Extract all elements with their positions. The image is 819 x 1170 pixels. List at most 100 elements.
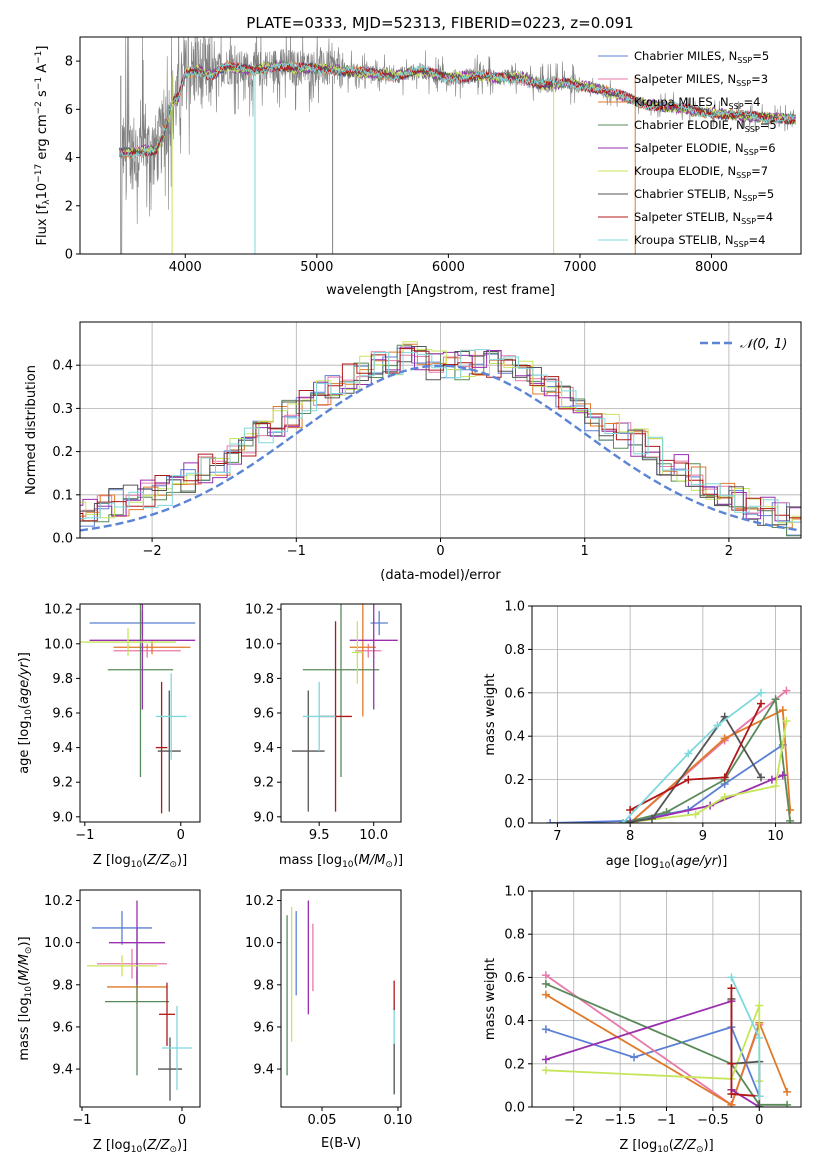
age_vs_mass-ytick-label: 10.2 — [245, 603, 274, 618]
figure-title: PLATE=0333, MJD=52313, FIBERID=0223, z=0… — [246, 14, 633, 32]
marker-kroupa_stelib — [713, 721, 722, 730]
mass_vs_Z-ytick-label: 10.2 — [44, 894, 73, 909]
massweight_vs_age-xtick-label: 7 — [553, 829, 561, 844]
age_vs_mass-ytick-label: 10.0 — [245, 637, 274, 652]
mass_vs_Z-ytick-label: 9.8 — [52, 978, 73, 993]
marker-salpeter_stelib — [626, 805, 635, 814]
series-line-salpeter_stelib — [730, 988, 760, 1098]
age_vs_Z-axes-frame — [79, 603, 201, 823]
residual_hist-ylabel: Normed distribution — [24, 365, 39, 495]
mass_vs_Z-ylabel: mass [log10(M/M⊙)] — [17, 936, 34, 1060]
marker-salpeter_miles — [541, 971, 550, 980]
marker-chabrier_elodie — [783, 1100, 792, 1107]
massweight_vs_age-xlabel: age [log10(age/yr)] — [606, 854, 728, 871]
massweight_vs_age-ytick-label: 0.2 — [504, 773, 525, 788]
mass_vs_EBV-panel: 0.05 0.10 9.4 9.6 9.8 10.0 10.2 E(B-V) — [245, 889, 412, 1151]
mass_vs_Z-axes-frame — [79, 889, 201, 1108]
legend-label-chabrier_stelib: Chabrier STELIB, NSSP=5 — [634, 187, 774, 203]
marker-kroupa_miles — [778, 706, 787, 715]
mass_vs_Z-plot-area — [87, 900, 192, 1101]
histogram-chabrier_stelib — [80, 346, 801, 526]
series-line-kroupa_miles — [545, 993, 788, 1107]
mass_vs_Z-panel: −1 0 9.4 9.6 9.8 10.0 10.2 Z [log10(Z/Z⊙)] mass … — [17, 889, 201, 1155]
legend-label-salpeter_stelib: Salpeter STELIB, NSSP=4 — [634, 210, 773, 226]
massweight_vs_Z-xlabel: Z [log10(Z/Z⊙)] — [619, 1138, 713, 1155]
marker-kroupa_stelib — [727, 973, 736, 982]
marker-salpeter_stelib — [727, 984, 736, 993]
marker-kroupa_miles — [786, 805, 795, 814]
series-line-chabrier_elodie — [545, 983, 788, 1106]
massweight_vs_Z-xtick-label: −2 — [564, 1113, 583, 1128]
legend-label-kroupa_elodie: Kroupa ELODIE, NSSP=7 — [634, 164, 768, 180]
histogram-chabrier_elodie — [80, 344, 801, 537]
marker-kroupa_elodie — [691, 810, 700, 819]
spectrum-ytick-label: 2 — [65, 199, 73, 214]
spectrum-ytick-label: 4 — [65, 151, 73, 166]
spectrum-xtick-label: 7000 — [563, 260, 596, 275]
marker-chabrier_elodie — [541, 979, 550, 988]
marker-kroupa_elodie — [755, 1001, 764, 1010]
series-line-salpeter_elodie — [545, 999, 760, 1107]
age_vs_mass-ytick-label: 9.2 — [253, 776, 274, 791]
marker-salpeter_stelib — [727, 1059, 736, 1068]
mass_vs_EBV-plot-area — [286, 900, 395, 1095]
marker-salpeter_elodie — [778, 771, 787, 780]
massweight_vs_Z-ylabel: mass weight — [483, 958, 498, 1040]
mass_vs_Z-xtick-label: 0 — [178, 1113, 186, 1128]
massweight_vs_Z-xtick-label: −1.5 — [604, 1113, 636, 1128]
spectrum-plot-area — [119, 37, 796, 254]
massweight_vs_Z-ytick-label: 1.0 — [504, 885, 525, 900]
age_vs_Z-plot-area — [80, 604, 196, 814]
massweight_vs_age-xtick-label: 9 — [699, 829, 707, 844]
age_vs_Z-ytick-label: 9.2 — [52, 776, 73, 791]
age_vs_mass-ytick-label: 9.4 — [253, 741, 274, 756]
massweight_vs_age-xtick-label: 10 — [767, 829, 784, 844]
legend-label-salpeter_miles: Salpeter MILES, NSSP=3 — [634, 72, 768, 88]
spectrum-ylabel: Flux [fλ10−17 erg cm−2 s−1 A−1] — [34, 46, 52, 246]
age_vs_Z-ylabel: age [log10(age/yr)] — [17, 652, 34, 774]
massweight_vs_age-ytick-label: 0.4 — [504, 730, 525, 745]
massweight_vs_age-ytick-label: 0.6 — [504, 686, 525, 701]
model-spectrum-kroupa_stelib — [119, 60, 796, 160]
marker-kroupa_stelib — [755, 1092, 764, 1101]
mass_vs_EBV-ytick-label: 10.0 — [245, 936, 274, 951]
age_vs_mass-plot-area — [291, 604, 398, 812]
age_vs_mass-xlabel: mass [log10(M/M⊙)] — [279, 853, 403, 870]
age_vs_Z-ytick-label: 10.2 — [44, 603, 73, 618]
mass_vs_Z-ytick-label: 10.0 — [44, 936, 73, 951]
age_vs_Z-ytick-label: 10.0 — [44, 637, 73, 652]
series-line-kroupa_miles — [629, 708, 791, 823]
spectrum-ytick-label: 0 — [65, 248, 73, 263]
massweight_vs_Z-ticks: −2 −1.5 −1 −0.5 0 0.0 0.2 0.4 0.6 0.8 1.0 — [504, 885, 763, 1129]
age_vs_Z-ytick-label: 9.0 — [52, 810, 73, 825]
spectrum-xlabel: wavelength [Angstrom, rest frame] — [326, 283, 555, 298]
massweight_vs_Z-xtick-label: −1 — [657, 1113, 676, 1128]
spectrum-ticks: 4000 5000 6000 7000 8000 0 2 4 6 8 — [65, 55, 728, 275]
residual_hist-xtick-label: 2 — [725, 544, 733, 559]
massweight_vs_Z-panel: −2 −1.5 −1 −0.5 0 0.0 0.2 0.4 0.6 0.8 1.0 mass weig… — [483, 885, 802, 1155]
massweight_vs_Z-plot-area — [541, 971, 792, 1107]
mass_vs_EBV-xtick-label: 0.05 — [308, 1113, 337, 1128]
marker-kroupa_stelib — [757, 688, 766, 697]
residual_hist-plot-area — [80, 341, 801, 537]
mass_vs_EBV-ticks: 0.05 0.10 9.4 9.6 9.8 10.0 10.2 — [245, 894, 412, 1128]
residual_hist-panel: −2 −1 0 1 2 0.0 0.1 0.2 0.3 0.4 (data-model)/error… — [24, 321, 802, 583]
mass_vs_Z-ytick-label: 9.4 — [52, 1063, 73, 1078]
marker-kroupa_miles — [541, 990, 550, 999]
spectrum-xtick-label: 4000 — [169, 260, 202, 275]
marker-kroupa_elodie — [720, 792, 729, 801]
marker-salpeter_stelib — [757, 699, 766, 708]
mass_vs_EBV-xlabel: E(B-V) — [321, 1136, 361, 1151]
marker-chabrier_stelib — [757, 773, 766, 782]
spectrum-xtick-label: 6000 — [432, 260, 465, 275]
spectrum-axes-frame — [79, 36, 802, 255]
series-line-salpeter_stelib — [629, 703, 762, 811]
age_vs_mass-ytick-label: 9.6 — [253, 707, 274, 722]
mass_vs_EBV-ytick-label: 9.6 — [253, 1020, 274, 1035]
age_vs_mass-panel: 9.5 10.0 9.0 9.2 9.4 9.6 9.8 10.0 10.2 mass [log1… — [245, 603, 403, 870]
histogram-kroupa_stelib — [80, 349, 801, 523]
massweight_vs_Z-ytick-label: 0.2 — [504, 1057, 525, 1072]
legend-label-chabrier_miles: Chabrier MILES, NSSP=5 — [634, 49, 769, 65]
mass_vs_EBV-xtick-label: 0.10 — [383, 1113, 412, 1128]
